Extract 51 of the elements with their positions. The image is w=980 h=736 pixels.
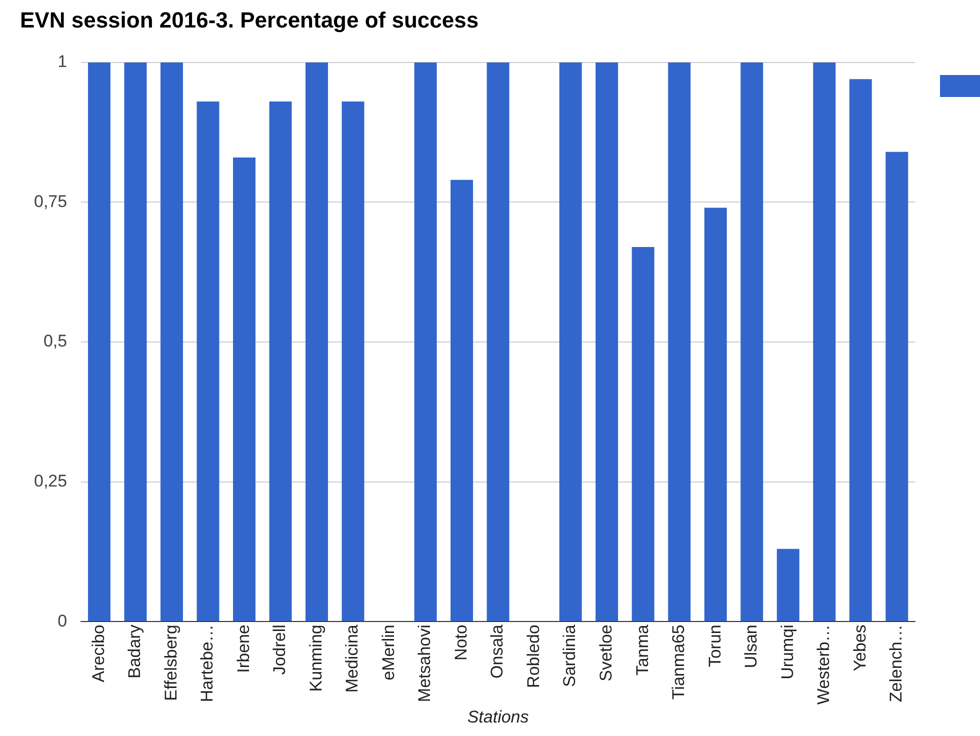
chart-title: EVN session 2016-3. Percentage of success [20, 7, 479, 32]
x-tick-label: Medicina [342, 624, 362, 693]
bar [704, 208, 727, 622]
x-tick-label: Onsala [488, 624, 507, 678]
y-tick-label: 0 [58, 611, 68, 630]
x-tick-label: Kunming [306, 624, 326, 692]
x-tick-label: Tianma65 [669, 624, 688, 700]
bar [813, 62, 836, 622]
y-tick-label: 1 [58, 52, 68, 72]
x-tick-label: Robledo [524, 624, 543, 688]
x-tick-label: Metsahovi [415, 624, 434, 702]
y-tick-label: 0,25 [34, 472, 68, 490]
y-tick-label: 0,75 [34, 192, 68, 211]
bar [160, 62, 183, 622]
x-tick-label: Irbene [234, 624, 253, 673]
x-tick-label: Urumqi [778, 624, 797, 680]
x-tick-label: Arecibo [88, 624, 108, 682]
bar [196, 102, 220, 622]
x-tick-label: Hartebe… [198, 624, 217, 702]
bar [88, 62, 110, 622]
bar [269, 102, 292, 622]
x-tick-label: Noto [451, 624, 470, 661]
bar [342, 102, 364, 622]
y-tick-label: 0,5 [43, 332, 68, 351]
bar [776, 548, 800, 622]
x-axis-title: Stations [467, 708, 530, 727]
x-tick-label: Tanma [632, 624, 652, 676]
bar [414, 62, 437, 622]
x-tick-label: Badary [125, 624, 144, 678]
bar [886, 152, 908, 622]
bar [233, 157, 256, 622]
bar [450, 180, 474, 622]
bar [306, 62, 328, 622]
x-tick-label: Torun [705, 624, 724, 668]
x-tick-label: Westerb… [814, 624, 834, 705]
bar [668, 62, 691, 622]
bar [740, 62, 764, 622]
x-tick-label: Yebes [850, 624, 870, 672]
bar [124, 62, 147, 622]
x-tick-label: eMerlin [378, 624, 398, 680]
bar [486, 62, 510, 622]
bar [596, 62, 618, 622]
bar [849, 79, 872, 622]
bar [559, 62, 582, 622]
bar [632, 246, 654, 622]
x-tick-label: Ulsan [742, 624, 761, 668]
x-tick-label: Jodrell [270, 624, 290, 675]
x-tick-label: Effelsberg [161, 624, 180, 701]
x-tick-label: Sardinia [560, 624, 580, 687]
x-tick-label: Zelench… [886, 624, 906, 702]
x-tick-label: Svetloe [596, 624, 616, 682]
